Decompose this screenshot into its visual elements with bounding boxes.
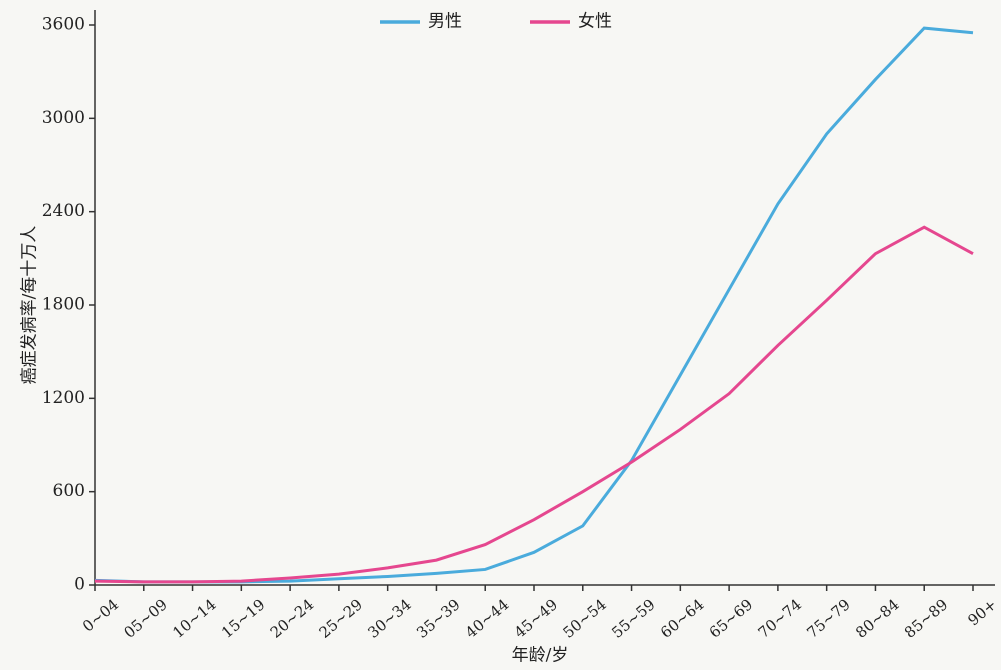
x-tick-label: 05~09 <box>120 595 170 641</box>
x-tick-label: 30~34 <box>364 595 414 641</box>
x-tick-label: 70~74 <box>755 595 805 641</box>
legend-label: 女性 <box>578 12 612 32</box>
x-tick-label: 55~59 <box>608 595 658 641</box>
y-tick-label: 1200 <box>42 388 85 408</box>
x-tick-label: 50~54 <box>559 595 609 641</box>
x-tick-label: 40~44 <box>462 595 512 641</box>
x-tick-label: 60~64 <box>657 595 707 641</box>
x-tick-label: 80~84 <box>852 595 902 641</box>
y-tick-label: 1800 <box>42 295 85 315</box>
line-series <box>94 225 974 584</box>
x-tick-label: 20~24 <box>267 595 317 641</box>
x-tick-label: 85~89 <box>901 595 951 641</box>
x-tick-label: 35~39 <box>413 595 463 641</box>
x-axis-label: 年龄/岁 <box>512 646 569 666</box>
y-tick-label: 3600 <box>42 15 85 35</box>
legend-label: 男性 <box>428 12 462 32</box>
x-tick-label: 0~04 <box>79 595 122 635</box>
y-tick-label: 2400 <box>42 201 85 221</box>
x-tick-label: 45~49 <box>511 595 561 641</box>
x-tick-label: 15~19 <box>218 595 268 641</box>
y-tick-label: 600 <box>53 481 85 501</box>
y-axis-label: 癌症发病率/每十万人 <box>20 226 40 385</box>
x-tick-label: 65~69 <box>706 595 756 641</box>
x-tick-label: 10~14 <box>169 595 219 641</box>
y-tick-label: 0 <box>74 575 85 595</box>
x-tick-label: 90+ <box>964 595 1000 629</box>
x-tick-label: 25~29 <box>316 595 366 641</box>
y-tick-label: 3000 <box>42 108 85 128</box>
x-tick-label: 75~79 <box>803 595 853 641</box>
line-series <box>94 26 974 584</box>
